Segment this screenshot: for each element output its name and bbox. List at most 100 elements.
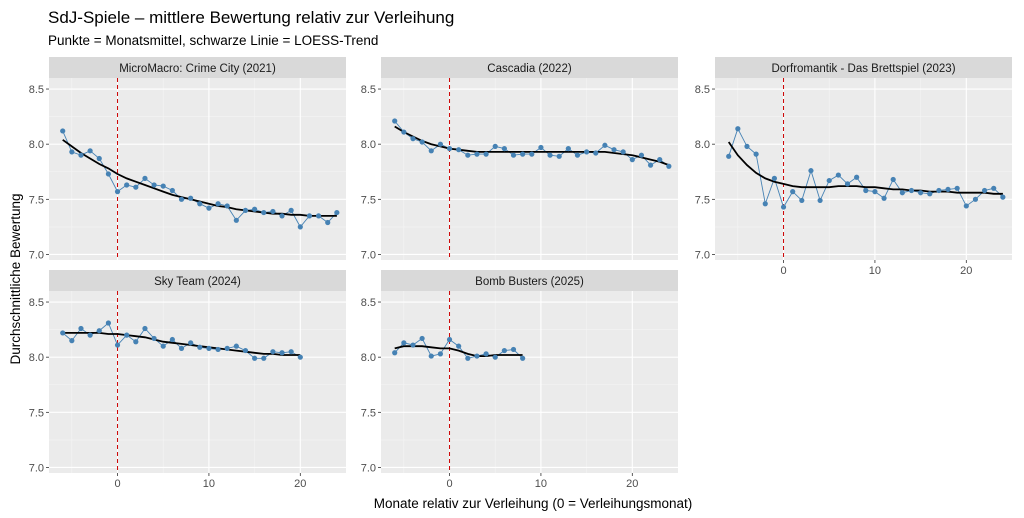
- data-point: [297, 224, 303, 230]
- y-tick-label: 7.0: [29, 462, 44, 474]
- data-point: [872, 189, 878, 195]
- data-point: [178, 196, 185, 202]
- data-point: [69, 149, 75, 155]
- y-tick-label: 7.5: [29, 194, 44, 206]
- data-point: [492, 143, 498, 149]
- data-point: [279, 213, 285, 219]
- data-point: [735, 126, 741, 132]
- data-point: [620, 149, 626, 155]
- data-point: [647, 162, 654, 168]
- panel-background: [381, 78, 678, 260]
- data-point: [151, 182, 157, 188]
- y-tick-label: 7.0: [695, 249, 710, 261]
- facet-strip-label: Cascadia (2022): [487, 63, 572, 75]
- data-point: [918, 190, 924, 196]
- data-point: [60, 330, 66, 336]
- facet-strip: [49, 270, 346, 291]
- facet-strip: [49, 57, 346, 78]
- data-point: [954, 185, 960, 191]
- data-point: [401, 129, 407, 135]
- y-tick-label: 7.5: [361, 194, 376, 206]
- data-point: [288, 349, 294, 355]
- data-point: [991, 185, 997, 191]
- data-point: [60, 128, 66, 134]
- data-point: [270, 349, 276, 355]
- y-tick-label: 7.0: [361, 462, 376, 474]
- data-point: [456, 147, 462, 153]
- data-point: [87, 148, 93, 154]
- data-point: [124, 332, 130, 338]
- data-point: [945, 186, 951, 193]
- data-point: [483, 151, 489, 157]
- data-point: [160, 343, 166, 349]
- trend-line: [727, 141, 1003, 195]
- data-point: [936, 187, 942, 194]
- data-point: [456, 343, 462, 349]
- data-point: [306, 213, 313, 219]
- data-point: [188, 195, 194, 201]
- data-point: [297, 354, 303, 360]
- trend-line: [62, 331, 301, 356]
- data-point: [780, 204, 787, 210]
- x-tick-label: 0: [446, 478, 452, 490]
- y-axis-label: Durchschnittliche Bewertung: [8, 193, 23, 364]
- data-point: [908, 187, 915, 194]
- data-point: [233, 217, 239, 223]
- data-point: [437, 351, 443, 357]
- data-point: [78, 325, 84, 332]
- data-point: [142, 325, 148, 332]
- data-point: [547, 152, 553, 158]
- data-point: [224, 345, 230, 351]
- data-point: [142, 175, 148, 181]
- data-point: [410, 136, 416, 142]
- data-point: [69, 338, 75, 344]
- data-point: [611, 147, 617, 153]
- data-point: [744, 143, 750, 149]
- data-point: [602, 142, 608, 148]
- facet-strip: [381, 57, 678, 78]
- data-point: [233, 343, 239, 349]
- data-point: [133, 184, 139, 190]
- data-point: [401, 340, 407, 346]
- panel-background: [49, 291, 346, 473]
- y-tick-label: 8.5: [361, 297, 376, 309]
- data-point: [419, 335, 425, 342]
- data-point: [124, 182, 130, 188]
- facet-panel: Dorfromantik - Das Brettspiel (2023) 7.0 7…: [695, 57, 1012, 277]
- x-tick-label: 10: [869, 265, 881, 277]
- data-point: [419, 139, 425, 145]
- data-point: [808, 168, 814, 174]
- data-point: [771, 175, 778, 181]
- data-point: [279, 350, 285, 356]
- y-tick-label: 8.0: [361, 139, 376, 151]
- y-tick-label: 7.5: [29, 407, 44, 419]
- data-point: [899, 190, 905, 196]
- x-tick-label: 10: [535, 478, 547, 490]
- data-point: [854, 174, 860, 180]
- chart-title: SdJ-Spiele – mittlere Bewertung relativ …: [48, 8, 454, 27]
- x-tick-label: 20: [294, 478, 306, 490]
- data-point: [826, 177, 832, 184]
- data-point: [252, 206, 258, 212]
- data-point: [197, 344, 203, 350]
- y-tick-label: 8.5: [361, 84, 376, 96]
- data-point: [428, 353, 434, 359]
- data-point: [1000, 194, 1006, 200]
- facet-panel: MicroMacro: Crime City (2021) 7.0 7.5 8.0 8.…: [29, 57, 346, 261]
- y-tick-label: 8.0: [29, 139, 44, 151]
- data-point: [638, 152, 645, 158]
- facet-panel: Sky Team (2024) 7.0 7.5 8.0 8.5 0 10 20: [29, 270, 346, 490]
- data-point: [753, 151, 759, 157]
- data-point: [520, 355, 526, 361]
- data-point: [206, 345, 212, 351]
- y-tick-label: 8.5: [29, 297, 44, 309]
- data-point: [315, 213, 322, 219]
- data-point: [520, 151, 526, 157]
- data-point: [927, 191, 933, 197]
- data-point: [446, 145, 453, 152]
- y-tick-label: 8.5: [29, 84, 44, 96]
- data-point: [474, 353, 480, 359]
- data-point: [538, 144, 544, 151]
- y-tick-label: 7.0: [361, 249, 376, 261]
- x-tick-label: 20: [960, 265, 972, 277]
